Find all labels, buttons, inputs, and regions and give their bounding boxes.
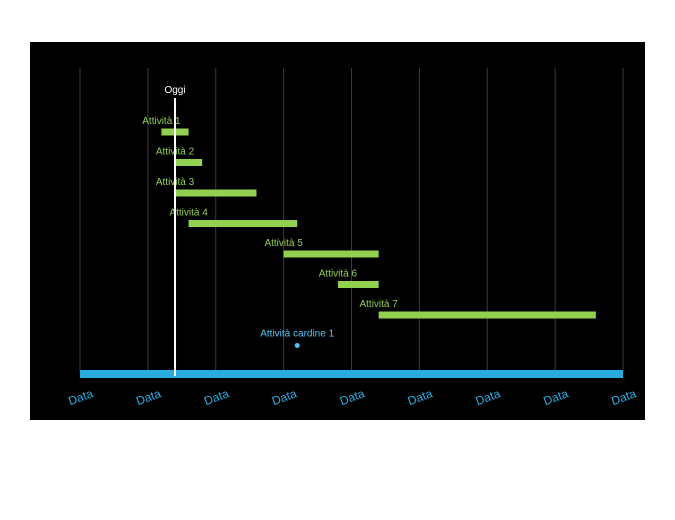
x-tick-label: Data — [338, 386, 367, 408]
task-bar — [188, 220, 298, 227]
timeline-bar — [80, 370, 623, 378]
task-bar — [337, 281, 379, 288]
x-tick-label: Data — [406, 386, 435, 408]
gantt-slide: Attività 1 Attività 2 Attività 3 Attività 4… — [30, 42, 645, 420]
milestone-label: Attività cardine 1 — [260, 329, 334, 340]
task-label: Attività 7 — [359, 299, 398, 310]
x-tick-label: Data — [66, 386, 95, 408]
x-tick-label: Data — [541, 386, 570, 408]
task-label: Attività 6 — [319, 269, 358, 280]
task-label: Attività 4 — [169, 208, 208, 219]
x-tick-label: Data — [202, 386, 231, 408]
x-tick-label: Data — [134, 386, 163, 408]
x-tick-label: Data — [474, 386, 503, 408]
task-bar — [175, 159, 203, 166]
task-label: Attività 1 — [142, 116, 181, 127]
x-tick-label: Data — [609, 386, 638, 408]
task-bar — [175, 189, 257, 197]
milestone-marker — [294, 343, 300, 348]
today-label: Oggi — [164, 85, 185, 96]
task-bar — [283, 250, 379, 258]
task-bar — [378, 311, 596, 319]
task-label: Attività 5 — [264, 238, 303, 249]
x-tick-label: Data — [270, 386, 299, 408]
